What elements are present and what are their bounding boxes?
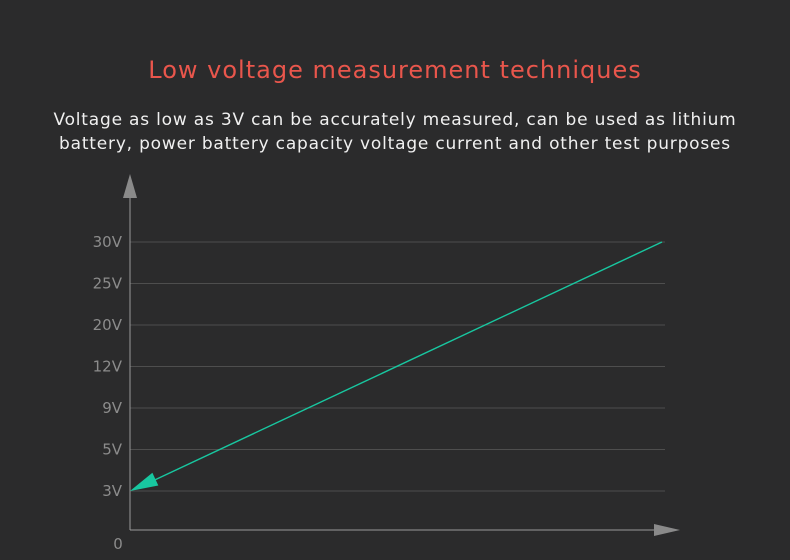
origin-label: 0 — [113, 535, 123, 553]
y-tick-label: 5V — [102, 441, 123, 459]
tick-labels: 3V 5V 9V 12V 20V 25V 30V — [93, 233, 123, 500]
y-tick-label: 9V — [102, 399, 123, 417]
page-subtitle: Voltage as low as 3V can be accurately m… — [0, 108, 790, 156]
series-line — [143, 241, 663, 486]
subtitle-line-1: Voltage as low as 3V can be accurately m… — [53, 110, 737, 130]
y-tick-label: 25V — [93, 275, 123, 293]
x-axis-arrow-icon — [654, 524, 680, 536]
series-layer — [130, 241, 663, 491]
y-tick-label: 3V — [102, 482, 123, 500]
arrow-pointer-icon — [130, 472, 159, 491]
y-tick-label: 20V — [93, 316, 123, 334]
page-title: Low voltage measurement techniques — [148, 56, 642, 84]
axes-layer: 0 — [113, 174, 680, 553]
y-tick-label: 30V — [93, 233, 123, 251]
y-axis-arrow-icon — [123, 174, 137, 198]
subtitle-line-2: battery, power battery capacity voltage … — [59, 134, 731, 154]
y-tick-label: 12V — [93, 358, 123, 376]
